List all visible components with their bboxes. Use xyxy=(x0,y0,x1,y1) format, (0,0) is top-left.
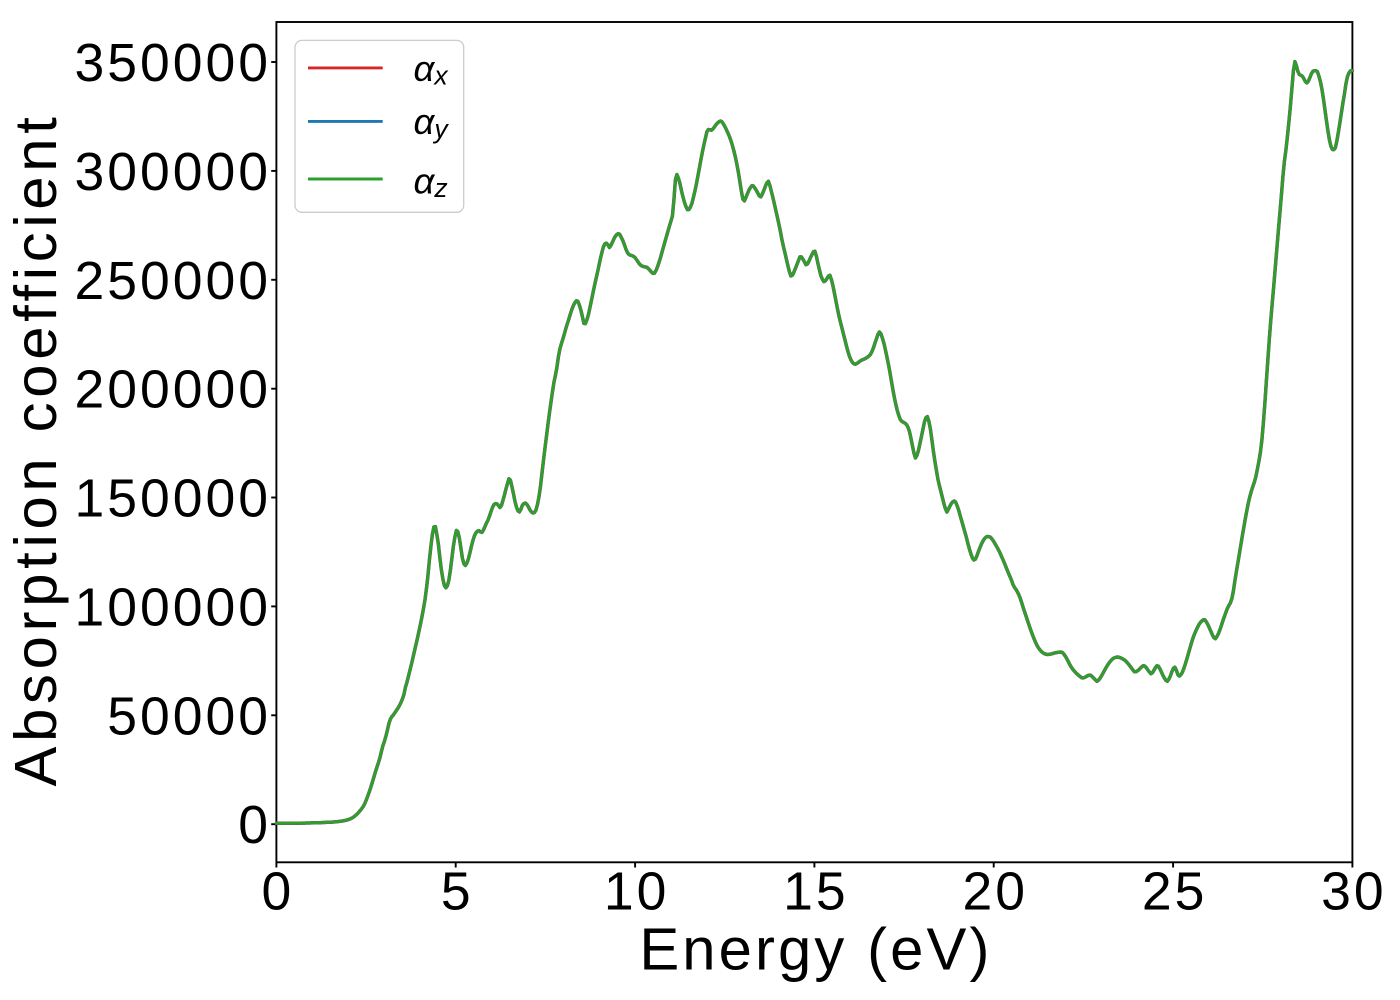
svg-text:5: 5 xyxy=(441,863,471,922)
svg-text:15: 15 xyxy=(783,863,849,922)
svg-text:20: 20 xyxy=(962,863,1028,922)
svg-text:25: 25 xyxy=(1142,863,1208,922)
svg-text:200000: 200000 xyxy=(74,361,271,420)
svg-text:Energy (eV): Energy (eV) xyxy=(639,916,992,983)
svg-text:250000: 250000 xyxy=(74,252,271,311)
svg-text:0: 0 xyxy=(238,796,268,855)
svg-text:150000: 150000 xyxy=(74,470,271,529)
svg-text:100000: 100000 xyxy=(74,578,271,637)
svg-text:50000: 50000 xyxy=(107,687,271,746)
svg-text:0: 0 xyxy=(262,863,292,922)
svg-text:Absorption coefficient: Absorption coefficient xyxy=(2,112,69,786)
svg-text:350000: 350000 xyxy=(74,34,271,93)
svg-text:300000: 300000 xyxy=(74,143,271,202)
svg-text:10: 10 xyxy=(604,863,670,922)
svg-text:30: 30 xyxy=(1321,863,1387,922)
